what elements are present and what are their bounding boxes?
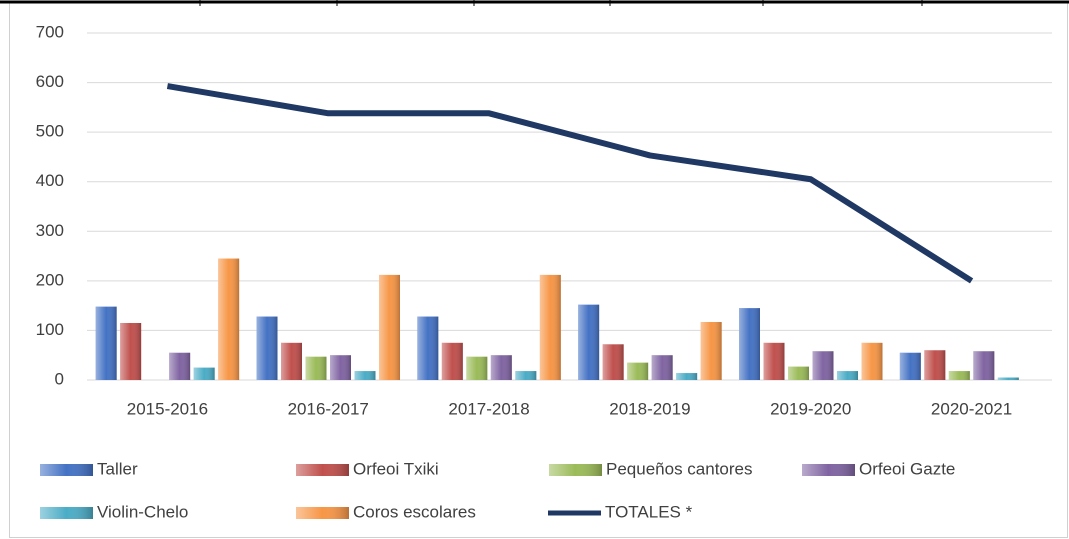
bar bbox=[281, 342, 302, 380]
bar bbox=[354, 371, 376, 380]
bar-shade bbox=[256, 316, 278, 380]
y-tick-label: 200 bbox=[36, 270, 64, 289]
y-tick-label: 600 bbox=[36, 72, 64, 91]
y-tick-label: 300 bbox=[36, 221, 64, 240]
bar bbox=[676, 373, 698, 380]
bar bbox=[602, 344, 624, 380]
x-tick-label: 2020-2021 bbox=[931, 399, 1012, 418]
legend-label: Violin-Chelo bbox=[97, 502, 188, 521]
legend-label: Pequeños cantores bbox=[606, 459, 753, 478]
bar bbox=[539, 274, 561, 380]
bar bbox=[466, 356, 488, 380]
bar bbox=[948, 371, 970, 380]
legend-swatch-shade bbox=[296, 507, 349, 519]
line bbox=[166, 83, 974, 284]
legend-label: Coros escolares bbox=[353, 502, 476, 521]
bar-shade bbox=[788, 366, 809, 380]
bar-shade bbox=[193, 367, 215, 380]
y-tick-label: 500 bbox=[36, 122, 64, 141]
bar bbox=[997, 377, 1019, 380]
bar-shade bbox=[379, 274, 400, 380]
bar-shade bbox=[700, 322, 722, 380]
bar-shade bbox=[997, 377, 1019, 380]
bar-shade bbox=[305, 356, 327, 380]
legend-swatch-shade bbox=[40, 507, 93, 519]
bar-shade bbox=[490, 355, 512, 380]
bar-shade bbox=[281, 342, 302, 380]
bar-shade bbox=[861, 342, 883, 380]
bar-shade bbox=[763, 342, 785, 380]
bar bbox=[379, 274, 400, 380]
bar bbox=[763, 342, 785, 380]
bar bbox=[490, 355, 512, 380]
bar bbox=[700, 322, 722, 380]
bar bbox=[899, 352, 921, 380]
bar-shade bbox=[676, 373, 698, 380]
y-tick-label: 700 bbox=[36, 22, 64, 41]
bar bbox=[441, 342, 463, 380]
bar bbox=[973, 351, 995, 380]
bar-shade bbox=[651, 355, 673, 380]
y-tick-label: 400 bbox=[36, 171, 64, 190]
legend-label: Taller bbox=[97, 459, 138, 478]
bar bbox=[578, 304, 600, 380]
x-tick-label: 2018-2019 bbox=[609, 399, 690, 418]
bar bbox=[169, 352, 191, 380]
x-tick-label: 2016-2017 bbox=[288, 399, 369, 418]
bar-shade bbox=[924, 350, 946, 380]
table-dividers bbox=[199, 0, 923, 6]
bar bbox=[924, 350, 946, 380]
bar-shade bbox=[627, 362, 649, 380]
bar bbox=[739, 308, 760, 380]
bar bbox=[218, 258, 240, 380]
bar bbox=[651, 355, 673, 380]
x-tick-label: 2019-2020 bbox=[770, 399, 851, 418]
bar-shade bbox=[218, 258, 240, 380]
bar-shade bbox=[354, 371, 376, 380]
legend-label: Orfeoi Gazte bbox=[859, 459, 955, 478]
bar-shade bbox=[441, 342, 463, 380]
x-tick-label: 2015-2016 bbox=[127, 399, 208, 418]
legend-label: TOTALES * bbox=[605, 502, 693, 521]
bar-shade bbox=[515, 371, 537, 380]
y-tick-label: 0 bbox=[55, 369, 64, 388]
legend-label: Orfeoi Txiki bbox=[353, 459, 439, 478]
bar-shade bbox=[417, 316, 439, 380]
bar bbox=[120, 322, 142, 380]
bar-shade bbox=[539, 274, 561, 380]
legend-swatch-shade bbox=[40, 464, 93, 476]
bar bbox=[256, 316, 278, 380]
bar bbox=[627, 362, 649, 380]
bar bbox=[330, 355, 351, 380]
bar bbox=[861, 342, 883, 380]
bar bbox=[95, 306, 117, 380]
bar-shade bbox=[948, 371, 970, 380]
bar-shade bbox=[120, 322, 142, 380]
bar-shade bbox=[578, 304, 600, 380]
bar-shade bbox=[739, 308, 760, 380]
bar bbox=[417, 316, 439, 380]
bar bbox=[305, 356, 327, 380]
legend-swatch-shade bbox=[296, 464, 349, 476]
bar-shade bbox=[95, 306, 117, 380]
bar bbox=[193, 367, 215, 380]
bar-shade bbox=[899, 352, 921, 380]
legend-swatch-shade bbox=[549, 464, 602, 476]
bar bbox=[515, 371, 537, 380]
bar bbox=[812, 351, 834, 380]
bar-shade bbox=[837, 371, 858, 380]
bar bbox=[837, 371, 858, 380]
bar-shade bbox=[330, 355, 351, 380]
y-tick-label: 100 bbox=[36, 320, 64, 339]
bar-shade bbox=[169, 352, 191, 380]
legend-swatch-shade bbox=[802, 464, 855, 476]
bar-shade bbox=[973, 351, 995, 380]
bar-shade bbox=[812, 351, 834, 380]
bar-shade bbox=[466, 356, 488, 380]
bar bbox=[788, 366, 809, 380]
bar-shade bbox=[602, 344, 624, 380]
x-tick-label: 2017-2018 bbox=[448, 399, 529, 418]
